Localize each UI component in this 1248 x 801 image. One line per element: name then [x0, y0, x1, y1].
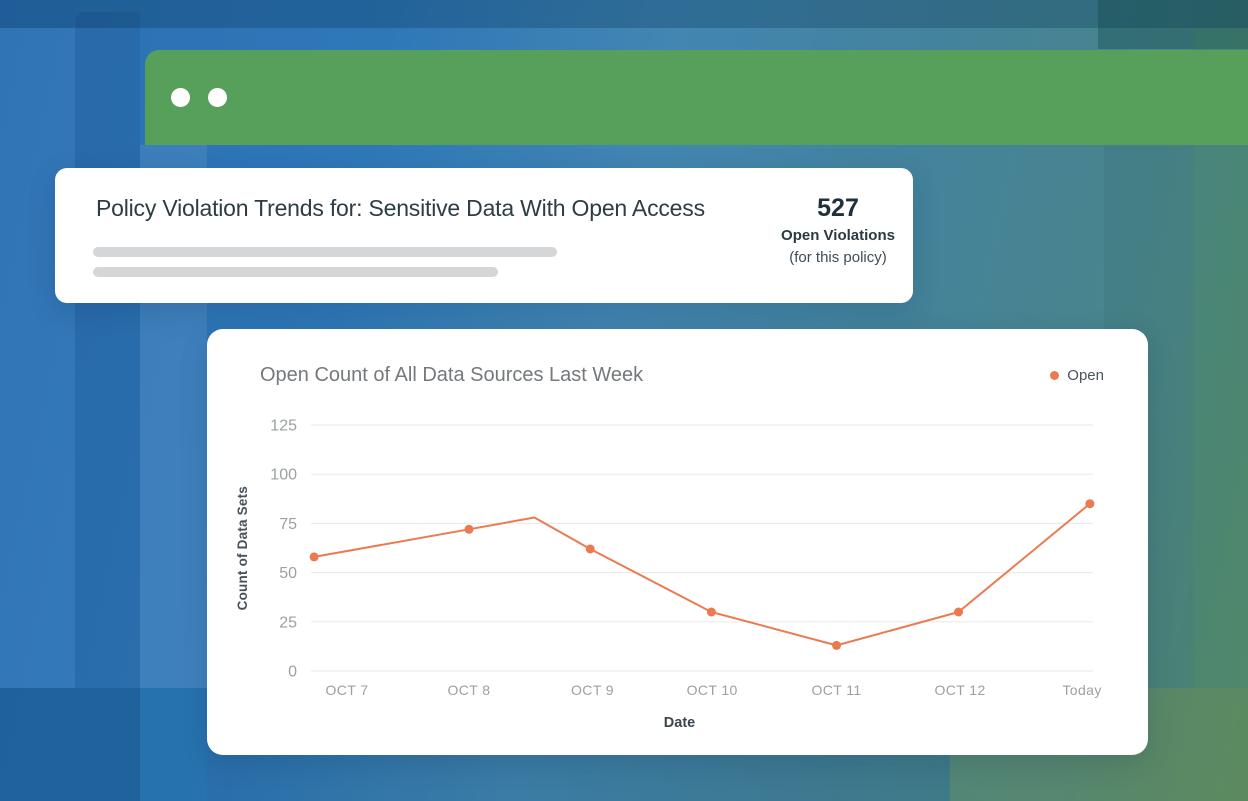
x-tick-label-3: OCT 10	[687, 682, 738, 698]
data-point-marker-6	[1085, 499, 1095, 509]
policy-card-title: Policy Violation Trends for: Sensitive D…	[96, 195, 705, 221]
y-tick-label-75: 75	[279, 516, 297, 533]
bg-tile-bottom-left2	[140, 688, 207, 801]
chart-legend-open[interactable]: Open	[1050, 367, 1104, 384]
placeholder-bar-2	[93, 267, 498, 277]
bg-tile-top-strip	[0, 0, 1248, 28]
y-tick-label-125: 125	[270, 418, 297, 435]
window-control-dot-2[interactable]	[208, 88, 227, 107]
bg-tile-bottom-left	[0, 688, 140, 801]
legend-dot-icon	[1050, 370, 1060, 380]
open-violations-label: Open Violations	[781, 227, 895, 244]
legend-label: Open	[1067, 366, 1104, 384]
open-violations-count: 527	[817, 194, 859, 222]
policy-violation-card: Policy Violation Trends for: Sensitive D…	[55, 168, 913, 303]
bg-tile-left-b	[75, 12, 140, 688]
x-tick-label-4: OCT 11	[811, 682, 861, 698]
x-tick-label-6: Today	[1062, 682, 1101, 698]
bg-tile-left-a	[0, 28, 75, 688]
window-control-dot-1[interactable]	[171, 88, 190, 107]
y-tick-label-0: 0	[288, 664, 297, 681]
x-axis-title: Date	[663, 715, 696, 731]
chart-title: Open Count of All Data Sources Last Week	[260, 364, 644, 386]
chart-header: Open Count of All Data Sources Last Week…	[207, 329, 1148, 387]
data-point-marker-2	[585, 544, 595, 554]
data-point-marker-4	[832, 640, 841, 650]
data-point-marker-5	[954, 607, 963, 617]
bg-tile-top-right	[1098, 0, 1248, 49]
x-tick-label-0: OCT 7	[325, 682, 368, 698]
data-point-marker-1	[464, 524, 474, 534]
chart-body: Count of Data Sets 0 25 50 75 100 125 OCT 7 OCT…	[227, 389, 1148, 707]
open-violations-sublabel: (for this policy)	[789, 249, 887, 266]
line-chart: 0 25 50 75 100 125 OCT 7 OCT 8 OCT 9 OCT 10 OCT 11…	[270, 418, 1101, 699]
x-tick-label-2: OCT 9	[571, 682, 614, 698]
browser-window-header	[145, 50, 1248, 145]
data-point-marker-0	[309, 552, 319, 562]
x-tick-label-1: OCT 8	[447, 682, 490, 698]
y-tick-label-25: 25	[279, 614, 297, 631]
y-tick-label-100: 100	[270, 467, 297, 484]
chart-card: Open Count of All Data Sources Last Week…	[207, 329, 1148, 755]
placeholder-bar-1	[93, 247, 557, 257]
series-line-open	[313, 502, 1091, 647]
data-point-marker-3	[706, 607, 716, 617]
policy-card-metric-block: 527 Open Violations (for this policy)	[763, 168, 913, 303]
y-axis-title: Count of Data Sets	[234, 485, 250, 611]
y-tick-label-50: 50	[279, 565, 297, 582]
policy-card-text-block: Policy Violation Trends for: Sensitive D…	[55, 168, 763, 303]
x-tick-label-5: OCT 12	[934, 682, 985, 698]
